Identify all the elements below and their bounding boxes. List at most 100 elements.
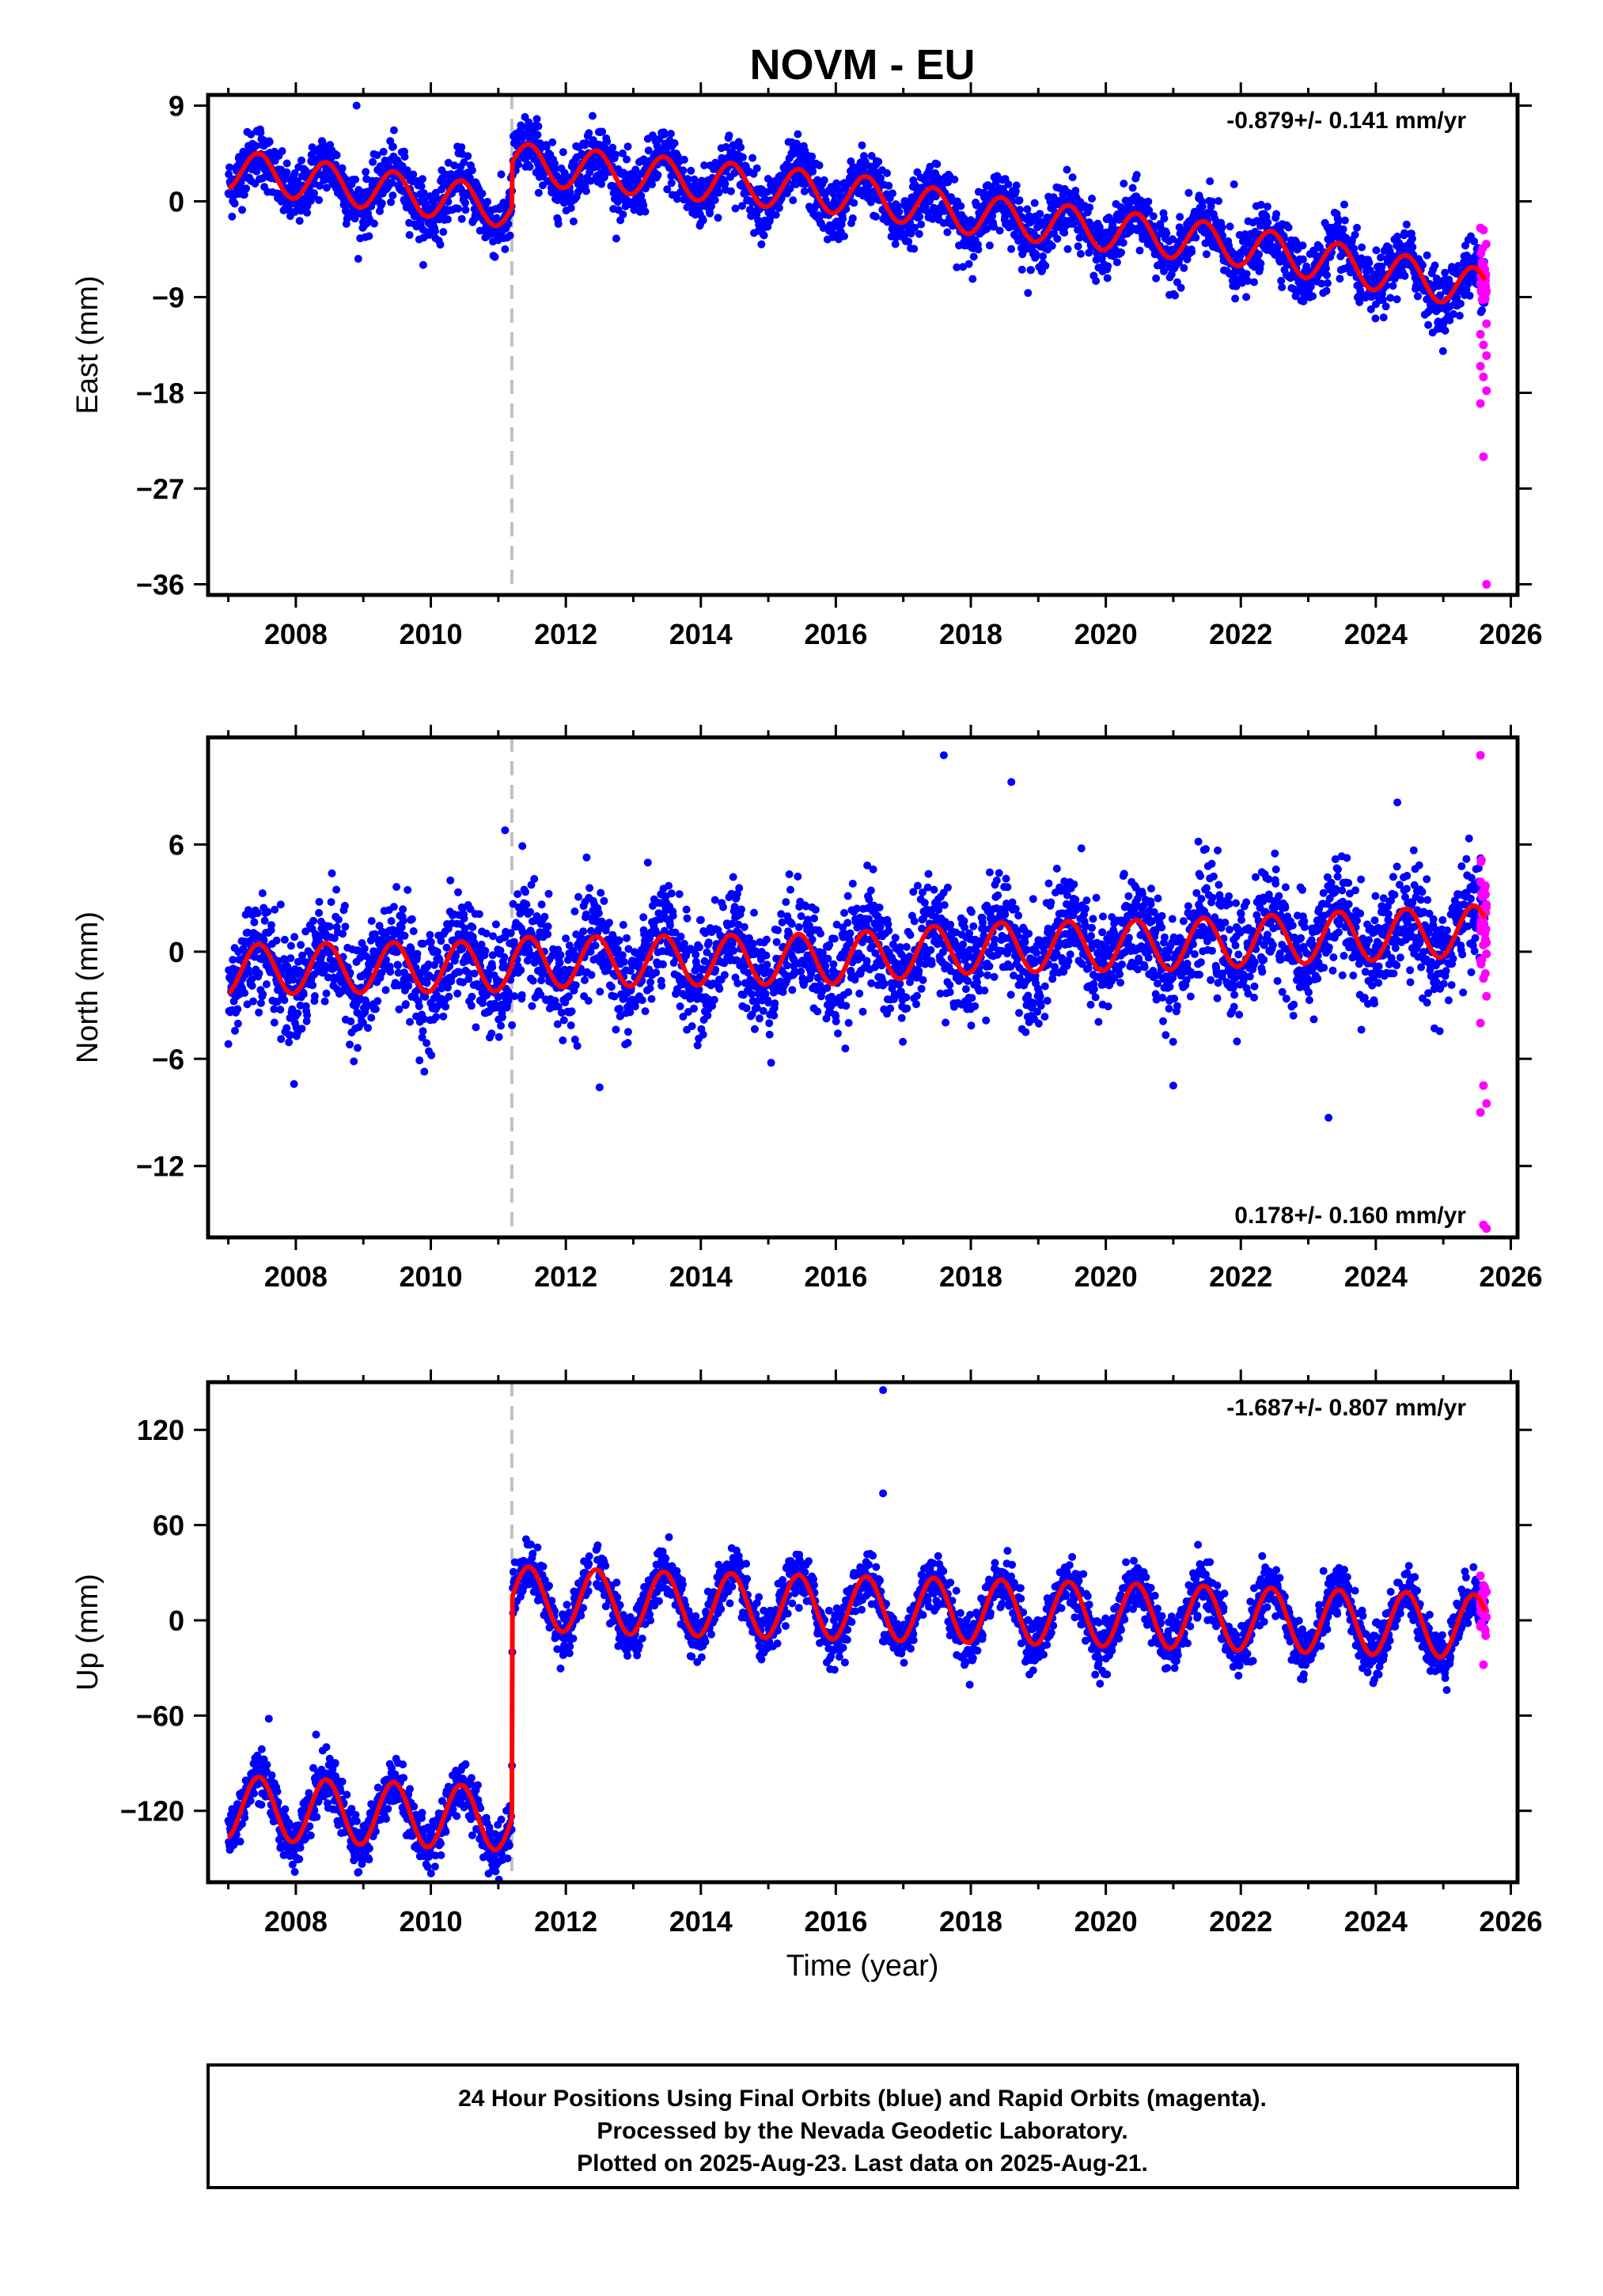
final-point [1139,235,1147,244]
east-plot-frame [206,93,1520,597]
final-point [1004,180,1013,188]
final-point [771,210,780,219]
final-point [684,175,692,184]
final-point [488,963,497,972]
final-point [528,1002,536,1010]
final-point [729,946,738,955]
final-point [460,914,468,923]
rapid-point [1476,362,1485,371]
final-point [676,1002,684,1010]
final-point [527,881,536,889]
final-point [466,174,474,182]
final-point [491,252,499,261]
final-point [373,997,382,1006]
final-point [443,215,452,224]
final-point [1208,197,1216,206]
final-point [603,138,612,146]
final-point [481,946,490,955]
final-point [911,223,919,232]
final-point [710,995,718,1004]
final-point [1263,203,1271,211]
final-point [612,150,620,159]
final-point [389,126,398,135]
final-point [933,160,942,169]
final-point [619,210,627,218]
final-point [566,188,574,197]
final-point [654,171,662,180]
final-point [271,905,279,914]
final-point [1171,291,1180,300]
final-point [1441,326,1450,335]
final-point [995,226,1004,235]
final-point [1419,261,1427,270]
final-point [638,996,646,1005]
final-point [559,1016,568,1025]
final-point [820,176,828,184]
final-point [404,982,413,991]
final-point [959,263,968,271]
final-point [299,990,308,998]
final-point [1255,250,1264,259]
final-point [635,959,643,968]
final-point [1001,213,1010,221]
final-point [1450,310,1457,318]
final-point [294,957,302,966]
final-point [554,220,563,228]
final-point [874,157,883,166]
final-point [1095,223,1104,232]
final-point [1117,248,1125,257]
final-point [297,156,305,165]
final-point [588,112,597,120]
final-point [477,940,486,949]
final-point [1438,347,1447,355]
final-point [679,166,688,175]
final-point [483,198,492,206]
final-point [1128,184,1137,192]
final-point [1162,229,1171,237]
final-point [387,917,396,926]
final-point [616,1005,624,1013]
final-point [644,146,653,155]
final-point [567,204,575,212]
final-point [744,968,752,977]
rapid-point [1479,340,1488,350]
final-point [740,923,748,931]
final-point [808,152,817,161]
final-point [835,188,843,197]
final-point [641,1007,650,1016]
final-point [231,1026,239,1035]
final-point [703,948,711,957]
final-point [283,962,292,971]
final-point [626,1008,635,1017]
final-point [294,1009,302,1017]
final-point [272,936,281,945]
east-final-orbit-points [224,101,1489,355]
final-point [330,976,339,984]
final-point [256,128,265,137]
final-point [579,927,588,936]
final-point [1215,197,1222,205]
final-point [605,919,613,927]
final-point [399,905,407,914]
final-point [470,969,479,978]
final-point [708,1002,716,1010]
final-point [238,206,246,214]
final-point [475,910,483,919]
final-point [615,936,623,945]
final-point [424,960,433,968]
final-point [303,1011,312,1020]
final-point [1018,265,1026,274]
final-point [1298,241,1307,250]
final-point [569,217,578,225]
final-point [1413,292,1422,301]
final-point [1335,217,1343,225]
final-point [1027,266,1035,275]
final-point [478,189,487,198]
final-point [1030,199,1039,207]
final-point [1086,203,1094,212]
final-point [1149,212,1158,221]
final-point [525,162,534,171]
final-point [468,992,476,1001]
final-point [600,896,608,905]
final-point [1358,243,1366,252]
